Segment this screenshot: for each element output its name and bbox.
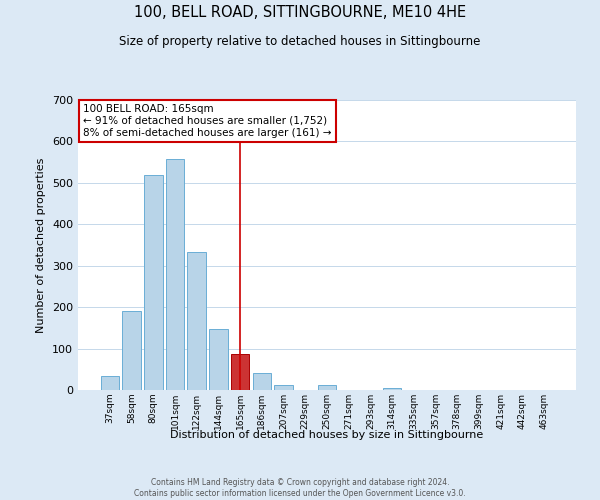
Text: 100, BELL ROAD, SITTINGBOURNE, ME10 4HE: 100, BELL ROAD, SITTINGBOURNE, ME10 4HE [134,5,466,20]
Bar [274,386,293,390]
Text: Distribution of detached houses by size in Sittingbourne: Distribution of detached houses by size … [170,430,484,440]
Text: 100 BELL ROAD: 165sqm
← 91% of detached houses are smaller (1,752)
8% of semi-de: 100 BELL ROAD: 165sqm ← 91% of detached … [83,104,331,138]
Bar [101,376,119,390]
Bar [144,175,163,390]
Bar [253,374,271,390]
Bar [122,312,141,390]
Text: Contains HM Land Registry data © Crown copyright and database right 2024.
Contai: Contains HM Land Registry data © Crown c… [134,478,466,498]
Bar [383,388,401,390]
Bar [209,328,227,390]
Y-axis label: Number of detached properties: Number of detached properties [37,158,46,332]
Bar [231,354,250,390]
Bar [187,252,206,390]
Bar [318,386,336,390]
Bar [166,159,184,390]
Text: Size of property relative to detached houses in Sittingbourne: Size of property relative to detached ho… [119,35,481,48]
